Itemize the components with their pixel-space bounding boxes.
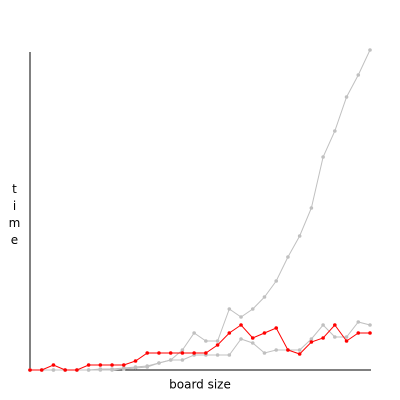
- point: [204, 351, 208, 355]
- point: [344, 335, 349, 339]
- point: [180, 351, 185, 355]
- point: [333, 129, 337, 133]
- point: [145, 351, 150, 355]
- point: [227, 353, 232, 357]
- point: [356, 320, 361, 324]
- point: [98, 363, 103, 367]
- point: [180, 358, 185, 362]
- point: [180, 348, 185, 352]
- point: [262, 295, 267, 299]
- point: [333, 335, 337, 339]
- point: [168, 358, 173, 362]
- point: [274, 279, 279, 283]
- point: [333, 323, 337, 327]
- point: [309, 206, 314, 210]
- point: [133, 366, 138, 370]
- series-line: [30, 49, 371, 371]
- y-axis-label: time: [8, 182, 22, 250]
- point: [227, 307, 232, 311]
- point: [157, 361, 161, 365]
- point: [75, 368, 79, 372]
- point: [297, 234, 302, 238]
- point: [215, 339, 220, 343]
- point: [250, 341, 255, 345]
- point: [110, 363, 114, 367]
- point: [98, 368, 103, 372]
- point: [204, 339, 208, 343]
- point: [239, 315, 243, 319]
- point: [121, 363, 126, 367]
- point: [110, 368, 114, 372]
- series-line: [30, 321, 371, 371]
- point: [239, 323, 243, 327]
- point: [321, 155, 325, 159]
- point: [297, 352, 302, 356]
- point: [262, 331, 267, 335]
- x-axis-label: board size: [169, 378, 231, 392]
- point: [274, 326, 279, 330]
- point: [309, 337, 314, 341]
- series-line: [30, 324, 370, 371]
- point: [286, 255, 290, 259]
- point: [215, 343, 220, 347]
- point: [227, 331, 232, 335]
- point: [51, 368, 56, 372]
- point: [356, 331, 361, 335]
- point: [86, 363, 91, 367]
- point: [297, 348, 302, 352]
- point: [168, 351, 173, 355]
- point: [368, 331, 372, 335]
- point: [51, 363, 56, 367]
- point: [344, 339, 349, 343]
- point: [121, 367, 126, 371]
- point: [239, 337, 243, 341]
- point: [321, 336, 325, 340]
- point: [344, 95, 349, 99]
- point: [309, 340, 314, 344]
- point: [368, 323, 372, 327]
- point: [368, 48, 372, 52]
- point: [215, 353, 220, 357]
- point: [274, 348, 279, 352]
- point: [262, 351, 267, 355]
- point: [133, 359, 138, 363]
- point: [157, 351, 161, 355]
- point: [356, 73, 361, 77]
- point: [192, 351, 196, 355]
- point: [321, 323, 325, 327]
- point: [192, 331, 196, 335]
- point: [28, 368, 32, 372]
- point: [250, 336, 255, 340]
- point: [63, 368, 67, 372]
- point: [39, 368, 44, 372]
- point: [145, 365, 150, 369]
- point: [250, 307, 255, 311]
- point: [286, 348, 290, 352]
- point: [86, 368, 91, 372]
